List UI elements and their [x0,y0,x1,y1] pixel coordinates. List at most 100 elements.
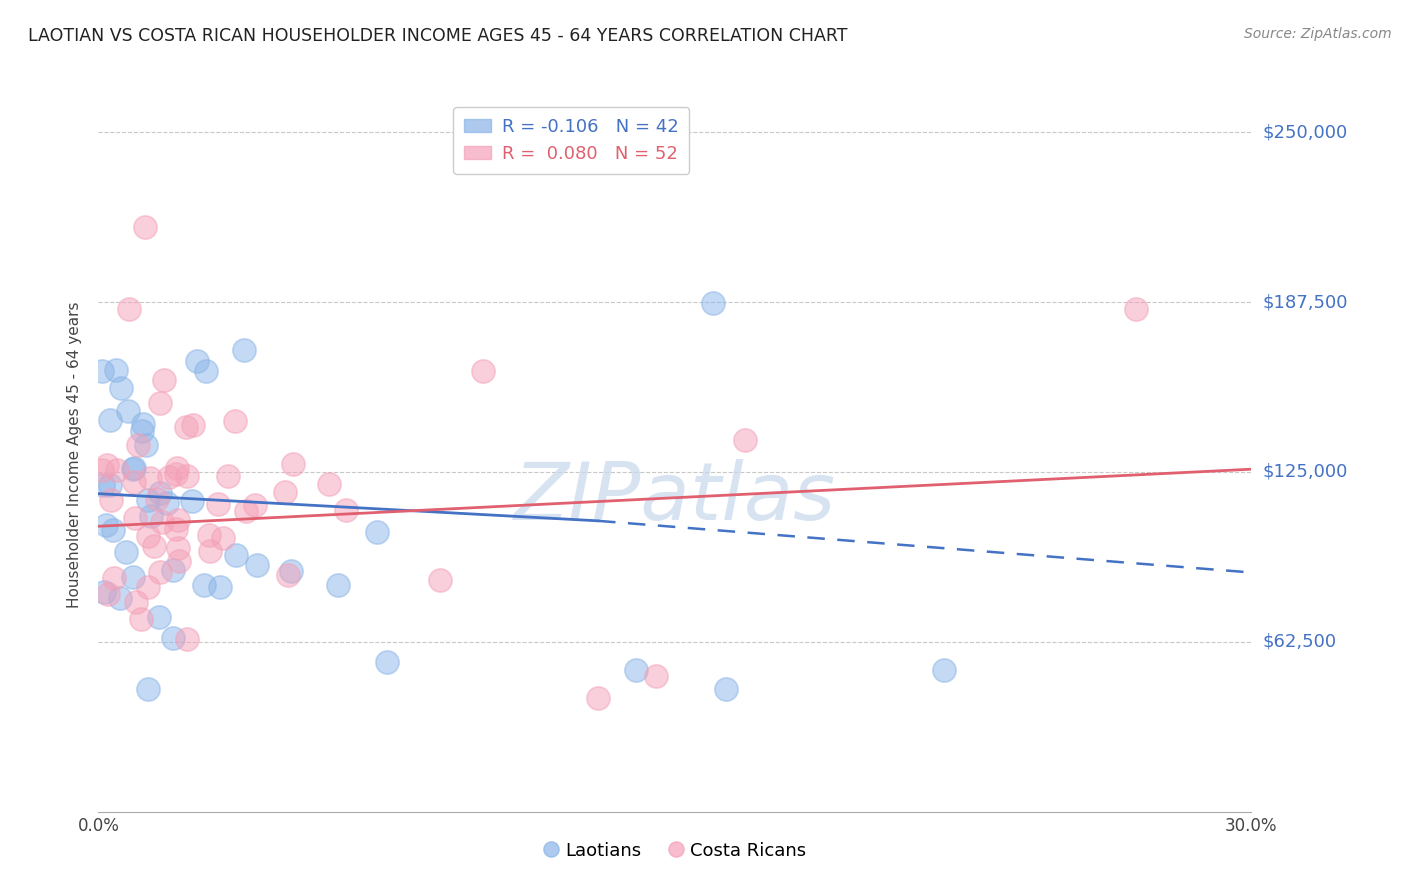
Point [124,511,146,525]
Point [162,563,184,577]
Point [153,373,176,387]
Point [193,578,215,592]
Point [142,539,165,553]
Text: $62,500: $62,500 [1263,632,1337,651]
Point [129,612,152,626]
Point [932,664,955,678]
Point [429,573,451,587]
Point [101,523,124,537]
Point [103,571,125,585]
Point [224,414,246,428]
Point [283,457,305,471]
Point [115,545,138,559]
Point [217,469,239,483]
Point [91,478,114,492]
Point [100,492,122,507]
Text: LAOTIAN VS COSTA RICAN HOUSEHOLDER INCOME AGES 45 - 64 YEARS CORRELATION CHART: LAOTIAN VS COSTA RICAN HOUSEHOLDER INCOM… [28,27,848,45]
Point [96,458,118,472]
Point [225,548,247,562]
Point [98,478,121,492]
Point [108,591,131,606]
Point [110,381,132,395]
Point [91,364,114,378]
Point [586,690,609,705]
Point [186,354,208,368]
Point [208,580,231,594]
Point [626,664,648,678]
Point [96,518,118,533]
Point [176,469,198,483]
Point [136,580,159,594]
Text: $187,500: $187,500 [1263,293,1348,311]
Point [149,396,172,410]
Point [127,438,149,452]
Point [198,544,221,558]
Text: $125,000: $125,000 [1263,463,1348,481]
Point [195,364,218,378]
Point [148,609,170,624]
Point [245,558,267,572]
Point [328,578,350,592]
Point [181,494,204,508]
Point [644,669,666,683]
Point [132,417,155,432]
Point [471,364,494,378]
Point [139,509,162,524]
Point [131,424,153,438]
Text: ZIPatlas: ZIPatlas [513,458,837,537]
Point [122,461,145,475]
Point [207,497,229,511]
Text: Source: ZipAtlas.com: Source: ZipAtlas.com [1244,27,1392,41]
Point [139,471,162,485]
Point [157,469,180,483]
Point [1125,301,1147,316]
Point [136,682,159,697]
Point [198,528,221,542]
Point [233,343,256,357]
Point [280,564,302,578]
Point [181,418,204,433]
Point [274,484,297,499]
Point [117,404,139,418]
Point [166,513,188,527]
Point [243,498,266,512]
Point [165,522,187,536]
Point [97,587,120,601]
Point [150,515,173,529]
Point [176,632,198,646]
Point [235,504,257,518]
Point [734,433,756,447]
Point [146,491,169,506]
Point [702,296,724,310]
Point [335,503,357,517]
Point [375,655,398,669]
Point [122,475,145,489]
Point [118,301,141,316]
Point [98,413,121,427]
Point [138,493,160,508]
Point [167,541,190,555]
Point [122,570,145,584]
Point [121,462,143,476]
Y-axis label: Householder Income Ages 45 - 64 years: Householder Income Ages 45 - 64 years [67,301,83,608]
Point [166,461,188,475]
Point [136,529,159,543]
Point [105,362,128,376]
Point [174,420,197,434]
Point [167,554,190,568]
Point [149,566,172,580]
Point [318,476,340,491]
Point [107,463,129,477]
Point [165,467,187,481]
Text: $250,000: $250,000 [1263,123,1348,141]
Legend: Laotians, Costa Ricans: Laotians, Costa Ricans [536,835,814,867]
Point [277,568,299,582]
Point [93,584,115,599]
Point [162,631,184,645]
Point [134,220,156,235]
Point [149,486,172,500]
Point [366,524,388,539]
Point [91,463,114,477]
Point [135,438,157,452]
Point [125,595,148,609]
